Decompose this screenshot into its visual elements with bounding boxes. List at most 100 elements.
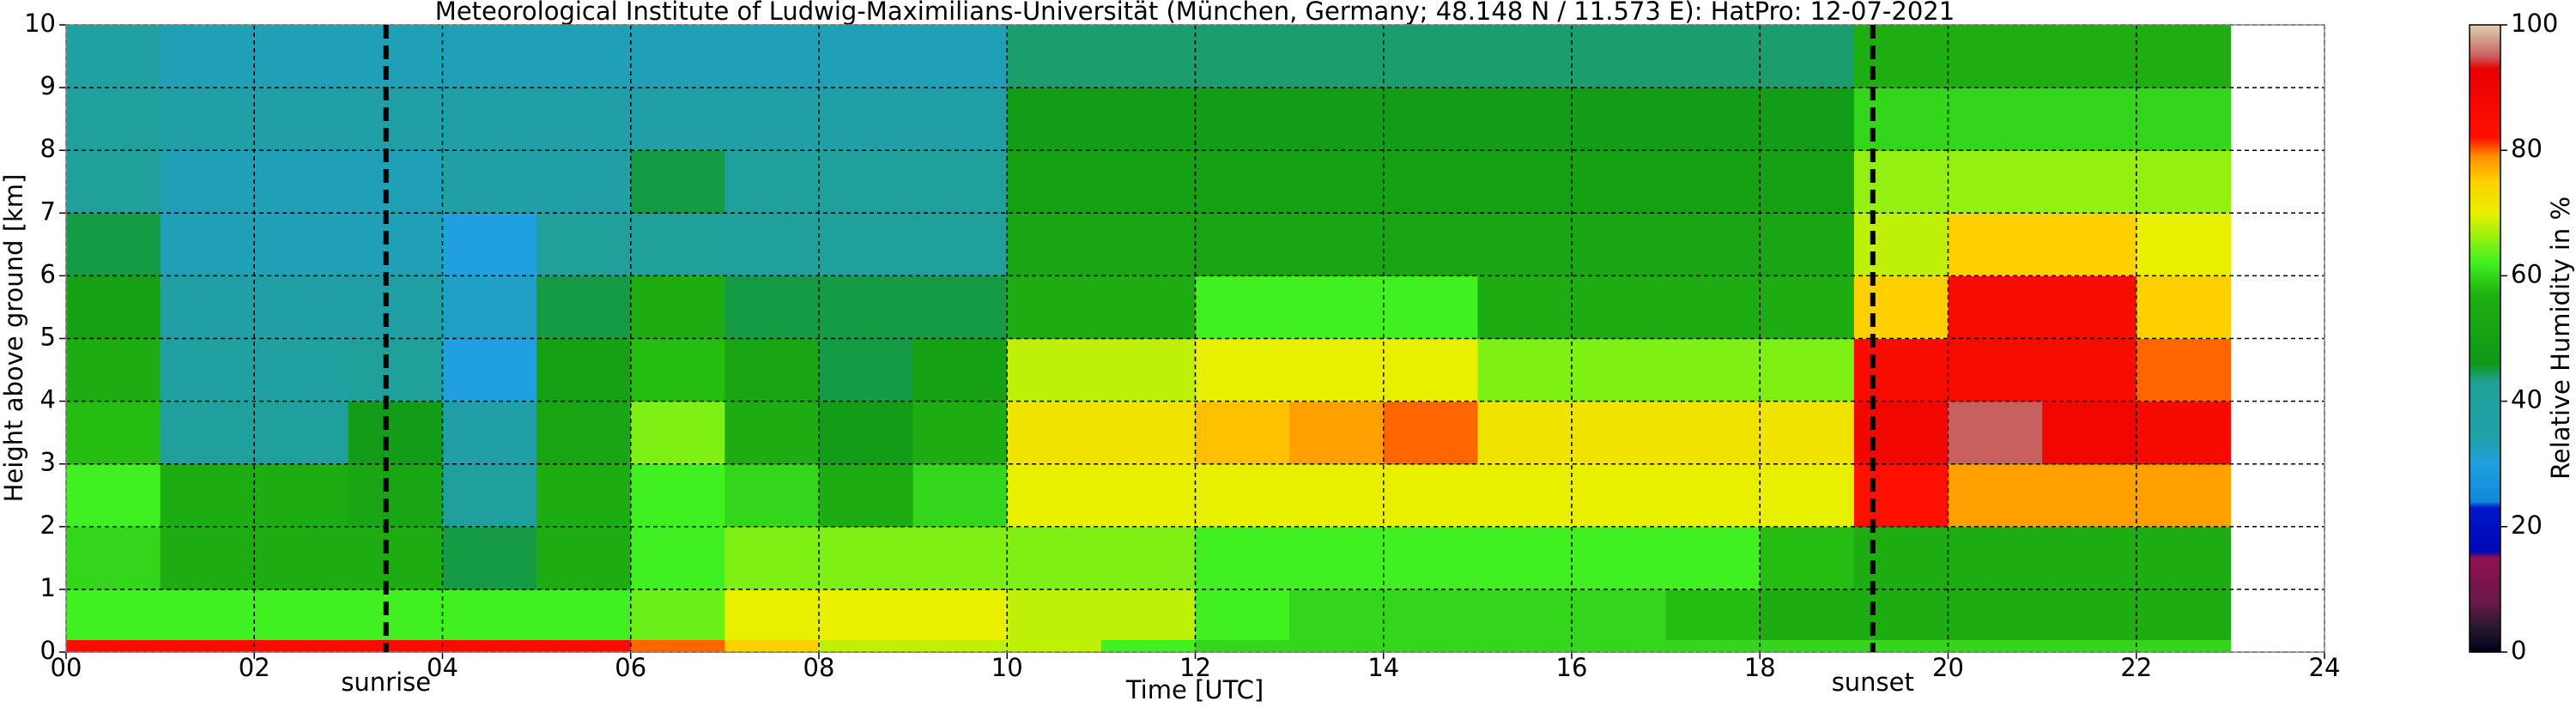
y-tick-label: 0 (40, 636, 56, 665)
colorbar-tick-label: 60 (2511, 259, 2543, 288)
y-tick-label: 3 (40, 448, 56, 477)
colorbar-tick-label: 0 (2511, 636, 2526, 665)
heatmap-cell (912, 150, 1008, 214)
heatmap-cell (1007, 275, 1102, 340)
heatmap-cell (2136, 213, 2231, 276)
y-tick-label: 9 (40, 71, 56, 100)
heatmap-cell (2042, 463, 2137, 528)
heatmap-cell (1195, 150, 1290, 214)
heatmap-cell (1665, 150, 1761, 214)
heatmap-cell (1853, 338, 1949, 402)
heatmap-cell (1100, 526, 1197, 590)
heatmap-cell (1100, 88, 1197, 151)
heatmap-cell (1383, 463, 1478, 528)
heatmap-cell (1665, 526, 1761, 590)
heatmap-cell (1572, 88, 1667, 151)
heatmap-cell (1007, 463, 1102, 528)
heatmap-cell (1477, 463, 1573, 528)
heatmap-cell (1853, 213, 1949, 276)
heatmap-cell (724, 401, 820, 465)
heatmap-cell (2136, 639, 2231, 653)
heatmap-cell (66, 401, 161, 465)
heatmap-cell (1853, 150, 1949, 214)
x-tick-label: 14 (1367, 653, 1399, 682)
heatmap-cell (1572, 25, 1667, 88)
heatmap-cell (819, 639, 914, 653)
heatmap-cell (1760, 275, 1855, 340)
heatmap-cell (1007, 88, 1102, 151)
heatmap-cell (912, 213, 1008, 276)
heatmap-cell (1665, 463, 1761, 528)
y-tick-label: 7 (40, 196, 56, 226)
heatmap-cell (1853, 589, 1949, 640)
heatmap-cell (536, 639, 632, 653)
heatmap-cell (1007, 213, 1102, 276)
heatmap-cell (1007, 526, 1102, 590)
heatmap-cell (819, 25, 914, 88)
heatmap-cell (536, 213, 632, 276)
heatmap-cell (2042, 25, 2137, 88)
heatmap-cell (536, 88, 632, 151)
y-tick-label: 1 (40, 573, 56, 602)
heatmap-cell (2042, 150, 2137, 214)
heatmap-cell (254, 463, 349, 528)
y-axis-label: Height above ground [km] (0, 174, 28, 503)
x-tick-label: 08 (803, 653, 835, 682)
heatmap-cell (630, 589, 725, 640)
heatmap-cell (1572, 150, 1667, 214)
heatmap-cell (630, 639, 725, 653)
heatmap-cell (160, 463, 255, 528)
heatmap-cell (912, 275, 1008, 340)
heatmap-cell (912, 338, 1008, 402)
heatmap-cell (160, 213, 255, 276)
heatmap-cell (2042, 213, 2137, 276)
y-tick-label: 8 (40, 134, 56, 163)
heatmap-cell (2042, 526, 2137, 590)
heatmap-cell (442, 401, 537, 465)
heatmap-cell (819, 338, 914, 402)
heatmap-cell (254, 88, 349, 151)
heatmap-cell (160, 526, 255, 590)
heatmap-cell (724, 150, 820, 214)
heatmap-cell (819, 526, 914, 590)
heatmap-cell (1007, 401, 1102, 465)
heatmap-cell (1477, 589, 1573, 640)
heatmap-cell (1195, 589, 1290, 640)
heatmap-cell (630, 25, 725, 88)
y-tick-label: 4 (40, 385, 56, 414)
heatmap-cell (1760, 338, 1855, 402)
heatmap-cell (1572, 589, 1667, 640)
heatmap-cell (1100, 639, 1197, 653)
heatmap-cell (1383, 88, 1478, 151)
heatmap-cell (1760, 150, 1855, 214)
heatmap-cell (1948, 526, 2043, 590)
heatmap-cell (1477, 88, 1573, 151)
heatmap-cell (1760, 589, 1855, 640)
heatmap-cell (1948, 463, 2043, 528)
heatmap-cell (1853, 526, 1949, 590)
heatmap-cell (1195, 213, 1290, 276)
heatmap-cell (160, 401, 255, 465)
heatmap-cell (160, 589, 255, 640)
heatmap-cell (1572, 463, 1667, 528)
chart-title: Meteorological Institute of Ludwig-Maxim… (435, 0, 1955, 26)
heatmap-cell (348, 589, 444, 640)
heatmap-cell (1289, 25, 1385, 88)
plot-frame (65, 24, 2325, 653)
heatmap-cell (2136, 275, 2231, 340)
heatmap-cell (1289, 463, 1385, 528)
heatmap-cell (2136, 463, 2231, 528)
heatmap-cell (1572, 526, 1667, 590)
heatmap-cell (1007, 150, 1102, 214)
heatmap-cell (1948, 150, 2043, 214)
heatmap-cell (630, 150, 725, 214)
heatmap-cell (1195, 401, 1290, 465)
heatmap-cell (442, 526, 537, 590)
heatmap-cell (1383, 526, 1478, 590)
x-tick-label: 02 (239, 653, 270, 682)
annotation-label: sunset (1832, 668, 1914, 697)
heatmap-cell (819, 213, 914, 276)
heatmap-cell (724, 275, 820, 340)
heatmap-cell (2042, 589, 2137, 640)
heatmap-cell (1853, 639, 1949, 653)
